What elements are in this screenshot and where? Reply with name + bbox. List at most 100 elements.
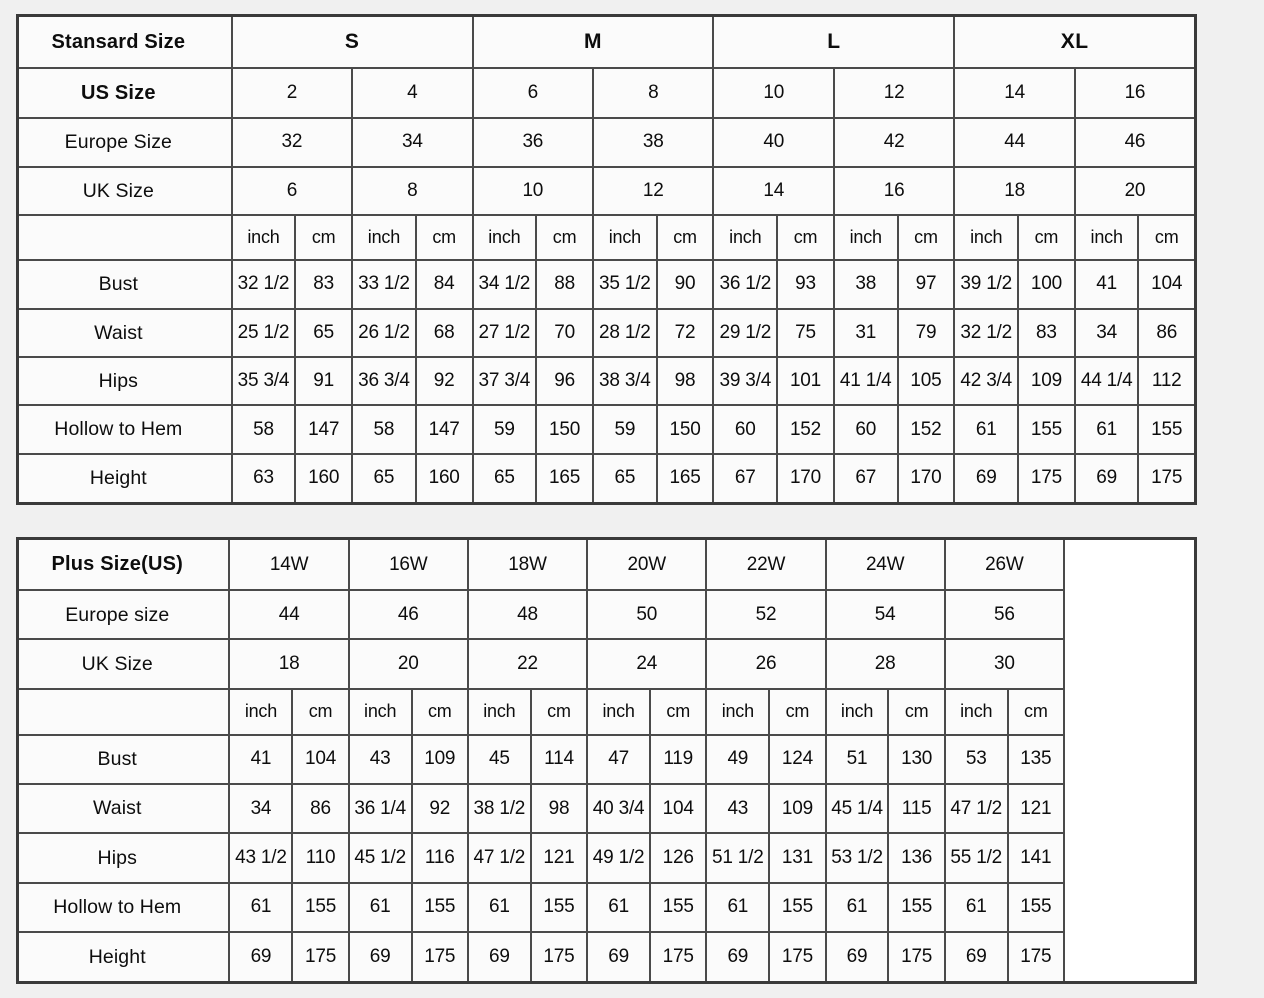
standard-size-table: Stansard Size S M L XL US Size 2 4 6 8 10 12 14 16 Eur… xyxy=(16,14,1197,505)
hollow-to-hem-cm: 155 xyxy=(529,881,589,934)
hollow-to-hem-inch: 61 xyxy=(705,881,771,934)
hollow-to-hem-inch: 61 xyxy=(1073,404,1140,455)
bust-cm: 130 xyxy=(887,733,946,786)
bust-inch: 49 xyxy=(705,733,771,786)
unit-inch: inch xyxy=(466,687,532,736)
units-row-empty-label xyxy=(16,213,233,262)
height-cm: 175 xyxy=(410,931,469,984)
europe-size-value: 34 xyxy=(351,117,474,168)
hips-inch: 36 3/4 xyxy=(351,355,417,407)
us-size-value: 8 xyxy=(592,67,715,120)
plus-table-filler xyxy=(1063,932,1196,983)
plus-size-table-body: Plus Size(US) 14W 16W 18W 20W 22W 24W 26W Europe… xyxy=(16,537,1196,984)
hollow-to-hem-inch: 61 xyxy=(466,881,532,934)
waist-inch: 28 1/2 xyxy=(592,307,658,358)
hollow-to-hem-inch: 61 xyxy=(824,881,890,934)
waist-cm: 98 xyxy=(529,783,589,835)
plus-europe-size-row: Europe size 44 46 48 50 52 54 56 xyxy=(16,589,1196,641)
unit-inch: inch xyxy=(953,213,1019,262)
plus-size-value: 18W xyxy=(466,537,589,592)
bust-inch: 41 xyxy=(228,733,294,786)
unit-inch: inch xyxy=(943,687,1009,736)
hips-inch: 47 1/2 xyxy=(466,832,532,884)
plus-size-value: 20W xyxy=(586,537,708,592)
uk-size-value: 12 xyxy=(592,165,715,216)
unit-cm: cm xyxy=(655,213,715,262)
uk-size-value: 20 xyxy=(1073,165,1197,216)
row-label-height: Height xyxy=(16,452,233,505)
plus-table-filler xyxy=(1063,639,1196,689)
unit-cm: cm xyxy=(1137,213,1197,262)
unit-cm: cm xyxy=(414,213,474,262)
row-label-bust: Bust xyxy=(16,733,231,786)
plus-bust-row: Bust 41 104 43 109 45 114 47 119 49 124 51 130 53 135 xyxy=(16,733,1196,786)
waist-cm: 65 xyxy=(294,307,354,358)
bust-inch: 47 xyxy=(586,733,652,786)
hips-cm: 109 xyxy=(1016,355,1076,407)
hips-cm: 110 xyxy=(291,832,350,884)
unit-cm: cm xyxy=(535,213,595,262)
waist-inch: 27 1/2 xyxy=(471,307,538,358)
unit-cm: cm xyxy=(1006,687,1066,736)
europe-size-value: 46 xyxy=(347,589,469,641)
uk-size-value: 20 xyxy=(347,638,469,690)
standard-height-row: Height 63 160 65 160 65 165 65 165 67 170 67 170 69 17… xyxy=(16,452,1197,505)
plus-table-filler xyxy=(1063,538,1196,591)
us-size-value: 14 xyxy=(953,67,1076,120)
hollow-to-hem-cm: 155 xyxy=(1006,881,1066,934)
plus-hollow-to-hem-row: Hollow to Hem 61 155 61 155 61 155 61 155 61 155 61… xyxy=(16,881,1196,934)
size-group-S: S xyxy=(230,14,474,70)
height-cm: 175 xyxy=(529,931,589,984)
waist-cm: 104 xyxy=(649,783,708,835)
plus-units-row: inch cm inch cm inch cm inch cm inch cm inch cm inch… xyxy=(16,687,1196,736)
hollow-to-hem-cm: 147 xyxy=(294,404,354,455)
unit-cm: cm xyxy=(410,687,469,736)
bust-cm: 114 xyxy=(529,733,589,786)
unit-cm: cm xyxy=(294,213,354,262)
height-inch: 69 xyxy=(228,931,294,984)
bust-inch: 34 1/2 xyxy=(471,259,538,310)
height-inch: 63 xyxy=(230,452,297,505)
plus-size-value: 16W xyxy=(347,537,469,592)
hips-inch: 55 1/2 xyxy=(943,832,1009,884)
waist-inch: 38 1/2 xyxy=(466,783,532,835)
height-cm: 165 xyxy=(655,452,715,505)
hollow-to-hem-inch: 58 xyxy=(351,404,417,455)
waist-cm: 68 xyxy=(414,307,474,358)
row-label-europe-size: Europe Size xyxy=(16,117,233,168)
europe-size-value: 42 xyxy=(832,117,956,168)
unit-inch: inch xyxy=(1073,213,1140,262)
waist-inch: 45 1/4 xyxy=(824,783,890,835)
height-inch: 69 xyxy=(953,452,1019,505)
standard-units-row: inch cm inch cm inch cm inch cm inch cm inch cm inch… xyxy=(16,213,1197,262)
us-size-value: 12 xyxy=(832,67,956,120)
bust-inch: 33 1/2 xyxy=(351,259,417,310)
height-inch: 67 xyxy=(712,452,779,505)
hollow-to-hem-cm: 155 xyxy=(887,881,946,934)
height-cm: 175 xyxy=(1006,931,1066,984)
us-size-value: 4 xyxy=(351,67,474,120)
waist-inch: 47 1/2 xyxy=(943,783,1009,835)
bust-cm: 90 xyxy=(655,259,715,310)
uk-size-value: 22 xyxy=(466,638,589,690)
us-size-value: 6 xyxy=(471,67,595,120)
waist-cm: 83 xyxy=(1016,307,1076,358)
height-cm: 160 xyxy=(294,452,354,505)
bust-cm: 124 xyxy=(768,733,827,786)
uk-size-value: 30 xyxy=(943,638,1066,690)
bust-inch: 43 xyxy=(347,733,413,786)
height-inch: 69 xyxy=(824,931,890,984)
plus-table-filler xyxy=(1063,833,1196,883)
hips-inch: 42 3/4 xyxy=(953,355,1019,407)
row-label-uk-size: UK Size xyxy=(16,165,233,216)
bust-inch: 53 xyxy=(943,733,1009,786)
hips-inch: 49 1/2 xyxy=(586,832,652,884)
plus-table-filler xyxy=(1063,688,1196,735)
bust-cm: 97 xyxy=(896,259,956,310)
units-row-empty-label xyxy=(16,687,231,736)
height-inch: 69 xyxy=(466,931,532,984)
waist-cm: 92 xyxy=(410,783,469,835)
row-label-hips: Hips xyxy=(16,832,231,884)
height-inch: 69 xyxy=(943,931,1009,984)
